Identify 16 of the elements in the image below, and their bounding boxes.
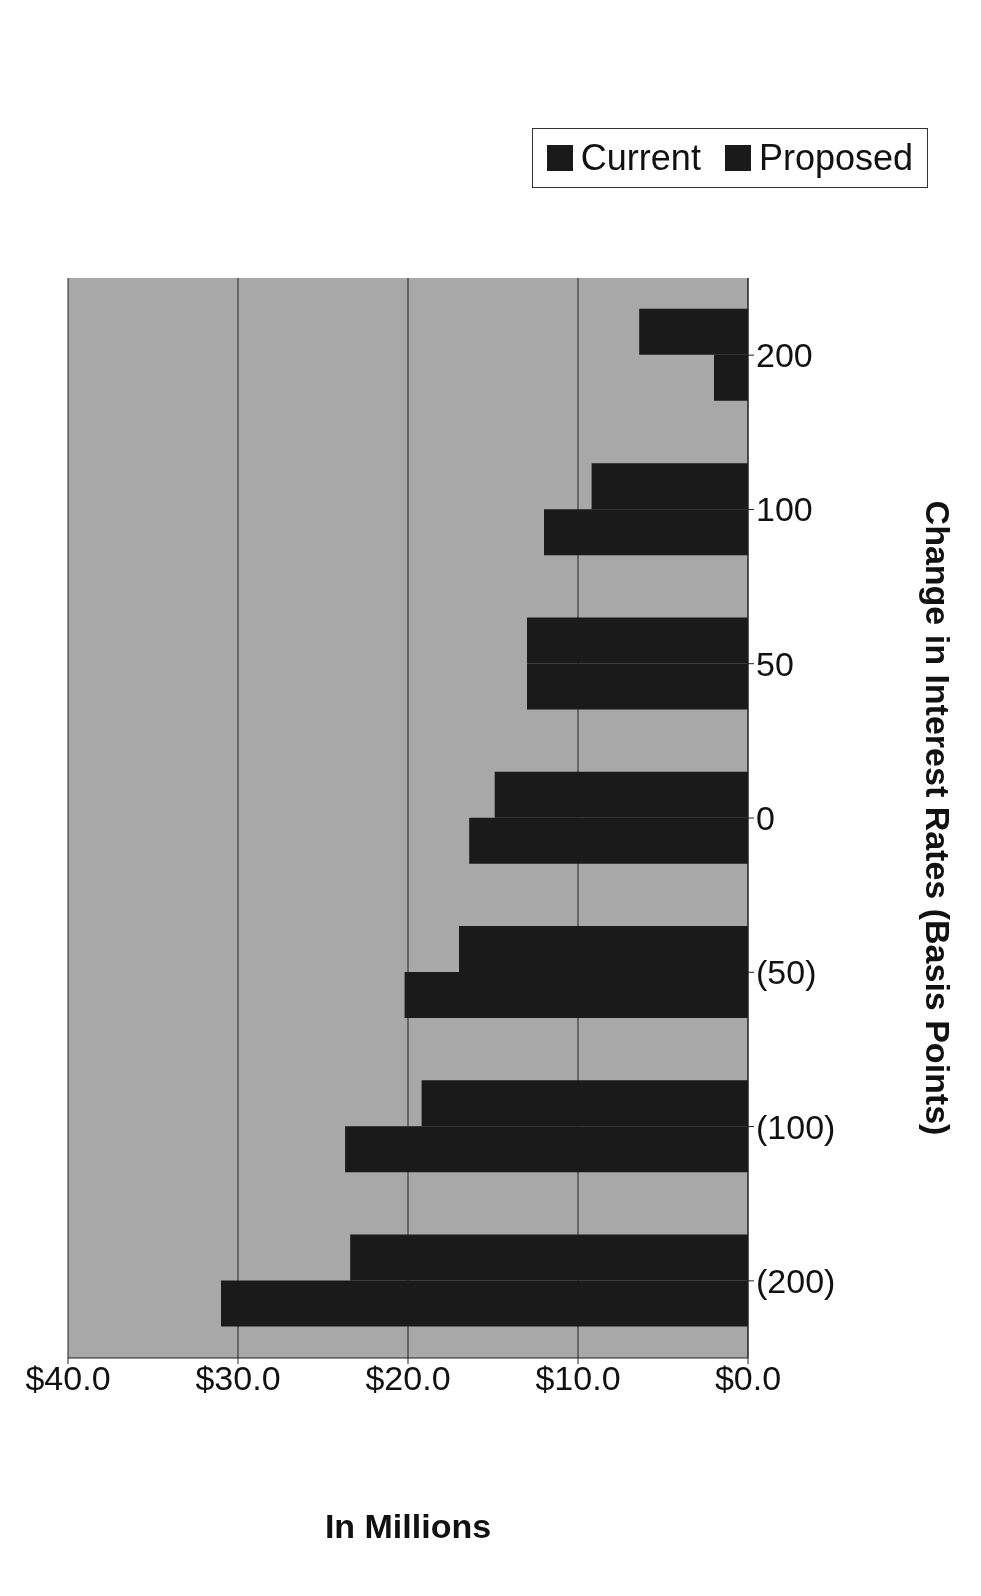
y-tick-label: (100) — [756, 1107, 836, 1146]
legend-label: Current — [580, 137, 701, 179]
y-tick-label: (50) — [756, 953, 817, 992]
y-tick-label: 200 — [756, 336, 813, 375]
x-axis-title: In Millions — [324, 1507, 492, 1545]
x-tick-label: $30.0 — [195, 1359, 281, 1398]
x-tick-label: $10.0 — [535, 1359, 621, 1398]
x-tick-label: $40.0 — [25, 1359, 111, 1398]
y-tick-label: 50 — [756, 644, 794, 683]
x-tick-label: $20.0 — [365, 1359, 451, 1398]
y-tick-label: 100 — [756, 490, 813, 529]
x-tick-label: $0.0 — [714, 1359, 782, 1398]
y-axis-title: Change in Interest Rates (Basis Points) — [918, 500, 957, 1136]
legend-label: Proposed — [758, 137, 913, 179]
y-tick-label: (200) — [756, 1261, 836, 1300]
y-tick-label: 0 — [756, 799, 775, 838]
